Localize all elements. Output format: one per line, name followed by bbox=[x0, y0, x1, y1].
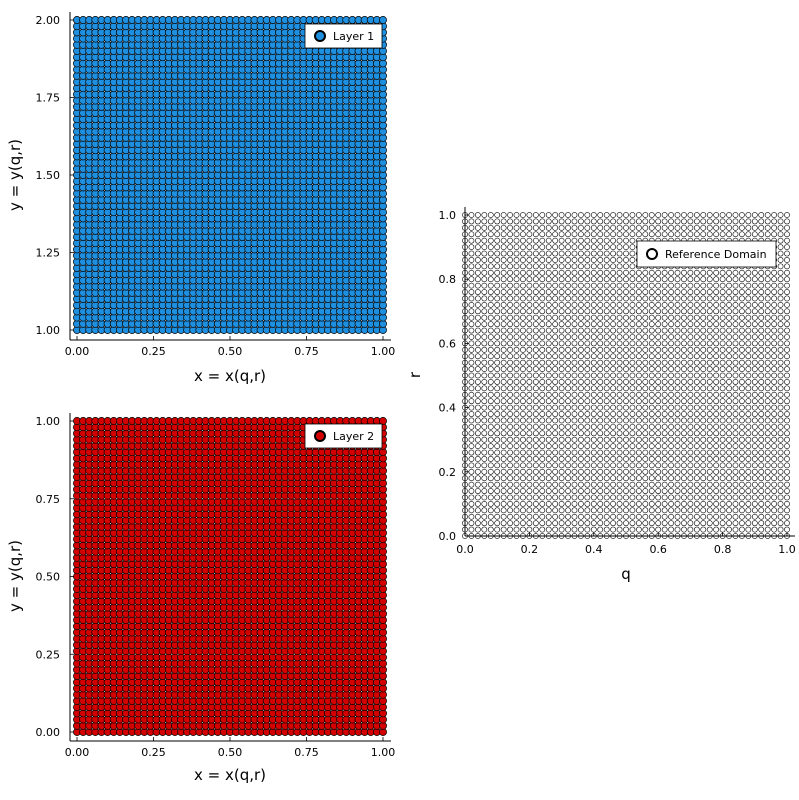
chart-panel-2: 0.00 0.25 0.50 0.75 1.000.000.250.500.751.00… bbox=[6, 413, 395, 784]
y-tick-label: 1.00 bbox=[36, 324, 61, 337]
legend-label: Layer 1 bbox=[333, 30, 374, 43]
series-1-points bbox=[73, 16, 387, 334]
y-tick-label: 1.50 bbox=[36, 169, 61, 182]
y-tick-label: 2.00 bbox=[36, 14, 61, 27]
series-2-points bbox=[73, 417, 387, 736]
x-tick-label: 0.75 bbox=[294, 345, 319, 358]
x-tick-label: 0.50 bbox=[218, 345, 243, 358]
legend: Layer 1 bbox=[304, 23, 383, 49]
x-tick-label: 1.00 bbox=[371, 345, 396, 358]
legend-marker bbox=[314, 30, 326, 42]
data-point bbox=[379, 16, 387, 24]
y-axis-label: y = y(q,r) bbox=[6, 139, 24, 211]
y-tick-label: 1.75 bbox=[36, 92, 61, 105]
x-axis-label: x = x(q,r) bbox=[194, 367, 266, 385]
x-tick-label: 0.25 bbox=[141, 345, 166, 358]
chart-panel-1: 0.00 0.25 0.50 0.75 1.00 1.00 1.25 1.50 1.75 2.00… bbox=[6, 12, 395, 385]
x-tick-label: 0.00 bbox=[65, 345, 90, 358]
y-tick-label: 1.25 bbox=[36, 247, 61, 260]
